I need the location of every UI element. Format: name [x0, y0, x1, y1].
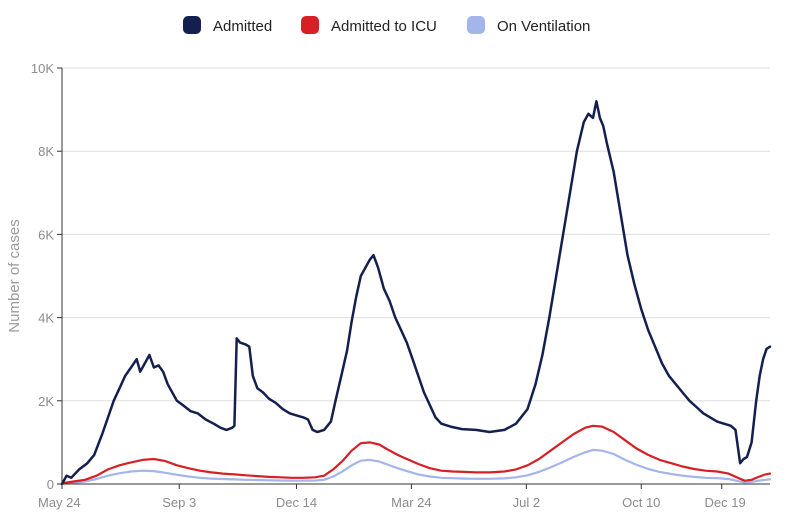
x-tick-label: Mar 24	[391, 495, 431, 510]
y-tick-label: 0	[47, 477, 54, 492]
legend-item-admitted[interactable]: Admitted	[183, 16, 272, 35]
x-tick-label: Sep 3	[162, 495, 196, 510]
y-axis-label: Number of cases	[6, 219, 23, 332]
series-line-admitted	[60, 100, 772, 486]
legend-swatch-admitted	[183, 16, 201, 34]
gridlines	[62, 67, 770, 402]
x-tick-label: Dec 14	[276, 495, 317, 510]
y-axis-ticks: 0 2K 4K 6K 8K 10K	[31, 61, 62, 492]
y-tick-label: 4K	[38, 311, 54, 326]
legend-swatch-admitted-to-icu	[301, 16, 319, 34]
legend-item-on-ventilation[interactable]: On Ventilation	[467, 16, 590, 35]
legend-item-admitted-to-icu[interactable]: Admitted to ICU	[301, 16, 437, 35]
x-axis-ticks: May 24 Sep 3 Dec 14 Mar 24 Jul 2 Oct 10 Dec 19	[38, 484, 746, 510]
legend-label-admitted: Admitted	[213, 18, 272, 35]
x-tick-label: Oct 10	[622, 495, 660, 510]
x-tick-label: Jul 2	[513, 495, 540, 510]
series-line-on-ventilation	[60, 448, 772, 485]
legend-label-admitted-to-icu: Admitted to ICU	[331, 18, 437, 35]
y-tick-label: 2K	[38, 394, 54, 409]
series-line-admitted-to-icu	[60, 424, 772, 485]
y-tick-label: 6K	[38, 227, 54, 242]
x-tick-label: Dec 19	[705, 495, 746, 510]
y-tick-label: 8K	[38, 144, 54, 159]
y-tick-label: 10K	[31, 61, 54, 76]
series-lines	[60, 100, 772, 486]
legend-swatch-on-ventilation	[467, 16, 485, 34]
x-tick-label: May 24	[38, 495, 81, 510]
legend-label-on-ventilation: On Ventilation	[497, 18, 590, 35]
legend: Admitted Admitted to ICU On Ventilation	[183, 16, 590, 35]
